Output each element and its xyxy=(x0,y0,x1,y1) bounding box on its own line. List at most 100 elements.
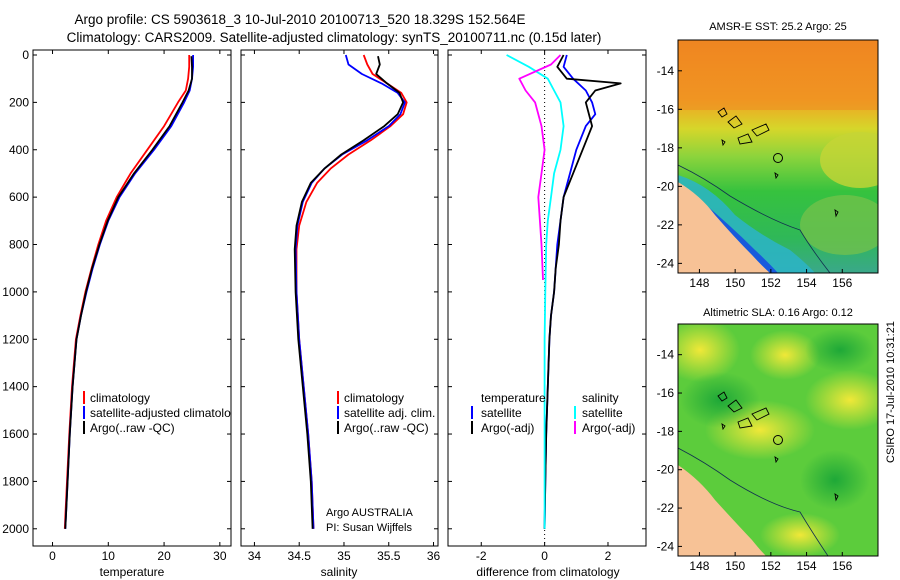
sla-low-1 xyxy=(680,372,760,428)
temperature-legend: climatology satellite-adjusted climatolo… xyxy=(83,391,243,435)
sst-map-title: AMSR-E SST: 25.2 Argo: 25 xyxy=(709,21,847,33)
figure-title-line1: Argo profile: CS 5903618_3 10-Jul-2010 2… xyxy=(74,12,525,27)
legend-label-argo: Argo(..raw -QC) xyxy=(90,421,175,435)
sla-map-frame xyxy=(677,323,879,557)
lon-tick-label: 156 xyxy=(832,276,852,290)
y-tick-label: 1600 xyxy=(2,427,29,441)
sst-coldest-water xyxy=(700,200,778,273)
legend-heading-temperature: temperature xyxy=(481,391,546,405)
sst-map-frame xyxy=(677,39,879,274)
x-tick-label: 35.5 xyxy=(377,549,401,563)
sla-map-ticks: 148 150 152 154 156 -14 -16 -18 -20 -22 -24 xyxy=(657,348,853,573)
series-line-temperature-argo-adj xyxy=(543,54,622,529)
lat-tick-label: -16 xyxy=(657,386,675,400)
lat-tick-label: -20 xyxy=(657,179,675,193)
difference-x-ticks: -2 0 2 xyxy=(476,50,612,563)
sst-map: AMSR-E SST: 25.2 Argo: 25 148 150 152 154 15… xyxy=(657,21,879,290)
lon-tick-label: 150 xyxy=(725,559,745,573)
lat-tick-label: -22 xyxy=(657,218,675,232)
salinity-xlabel: salinity xyxy=(321,565,358,579)
x-tick-label: 34 xyxy=(248,549,262,563)
sla-low-3 xyxy=(800,450,870,510)
difference-legend: temperature satellite Argo(-adj) salinit… xyxy=(471,391,635,435)
x-tick-label: 30 xyxy=(213,549,227,563)
salinity-x-ticks: 34 34.5 35 35.5 36 xyxy=(248,50,441,563)
sla-isobath xyxy=(678,447,829,556)
lon-tick-label: 148 xyxy=(689,559,709,573)
lon-tick-label: 154 xyxy=(797,559,817,573)
series-line-salinity-satellite xyxy=(506,54,565,529)
sst-cool-patch xyxy=(800,195,878,255)
series-line-salinity-argo-adj xyxy=(518,54,562,281)
sst-cold-water xyxy=(678,175,815,273)
lon-tick-label: 154 xyxy=(797,276,817,290)
salinity-panel: 34 34.5 35 35.5 36 salinity climatology sate… xyxy=(240,49,441,579)
x-tick-label: 10 xyxy=(102,549,116,563)
y-tick-label: 400 xyxy=(9,143,29,157)
difference-xlabel: difference from climatology xyxy=(476,565,619,579)
legend-heading-salinity: salinity xyxy=(582,391,619,405)
lat-tick-label: -16 xyxy=(657,102,675,116)
footer-timestamp: CSIRO 17-Jul-2010 10:31:21 xyxy=(885,321,897,463)
argo-pi-annotation: PI: Susan Wijffels xyxy=(326,522,412,534)
y-tick-label: 600 xyxy=(9,190,29,204)
lat-tick-label: -14 xyxy=(657,64,675,78)
sst-land xyxy=(678,182,770,273)
x-tick-label: 35 xyxy=(337,549,351,563)
sst-warm-band xyxy=(678,40,878,110)
y-tick-label: 1200 xyxy=(2,332,29,346)
x-tick-label: 36 xyxy=(427,549,441,563)
lon-tick-label: 148 xyxy=(689,276,709,290)
series-line-argo-raw-qc xyxy=(64,56,193,529)
sst-argo-marker xyxy=(773,153,783,163)
x-tick-label: 2 xyxy=(605,549,612,563)
salinity-axes xyxy=(240,49,439,547)
sla-land xyxy=(678,465,766,556)
temperature-lines xyxy=(63,55,195,529)
temperature-xlabel: temperature xyxy=(100,565,165,579)
x-tick-label: 0 xyxy=(541,549,548,563)
difference-axes xyxy=(447,49,647,547)
legend-label-climatology: climatology xyxy=(90,391,150,405)
lon-tick-label: 150 xyxy=(725,276,745,290)
lat-tick-label: -24 xyxy=(657,256,675,270)
legend-label-satellite: satellite-adjusted climatology xyxy=(90,406,243,420)
y-tick-label: 0 xyxy=(22,48,29,62)
legend-label-temp-argo: Argo(-adj) xyxy=(481,421,534,435)
salinity-legend: climatology satellite adj. clim. Argo(..… xyxy=(337,391,435,435)
difference-y-ticks xyxy=(448,54,646,530)
sst-reefs xyxy=(717,107,839,218)
difference-panel: -2 0 2 difference from climatology tempera… xyxy=(447,49,647,579)
legend-label-satellite: satellite adj. clim. xyxy=(344,406,435,420)
sla-high-3 xyxy=(805,370,878,430)
legend-label-argo: Argo(..raw -QC) xyxy=(344,421,429,435)
figure-title-line2: Climatology: CARS2009. Satellite-adjuste… xyxy=(67,30,602,45)
y-tick-label: 800 xyxy=(9,238,29,252)
x-tick-label: -2 xyxy=(476,549,487,563)
y-tick-label: 200 xyxy=(9,95,29,109)
x-tick-label: 34.5 xyxy=(288,549,312,563)
sla-map-image xyxy=(678,324,878,556)
argo-program-annotation: Argo AUSTRALIA xyxy=(326,507,413,519)
lat-tick-label: -18 xyxy=(657,424,675,438)
sst-map-image xyxy=(678,40,878,273)
temperature-y-ticks: 0 200 400 600 800 1000 1200 1400 1600 1800 2000 xyxy=(2,48,231,536)
sst-isobath xyxy=(678,164,831,273)
x-tick-label: 20 xyxy=(157,549,171,563)
legend-label-sal-satellite: satellite xyxy=(582,406,623,420)
sla-high-5 xyxy=(760,513,840,556)
salinity-lines xyxy=(293,54,408,529)
lat-tick-label: -22 xyxy=(657,501,675,515)
lat-tick-label: -20 xyxy=(657,463,675,477)
legend-label-clip: satellite-adjusted climatology xyxy=(90,406,243,420)
legend-label-sal-argo: Argo(-adj) xyxy=(582,421,635,435)
temperature-panel: 0 200 400 600 800 1000 1200 1400 1600 1800 2000 0 1… xyxy=(2,48,243,579)
sla-map: Altimetric SLA: 0.16 Argo: 0.12 148 150 15… xyxy=(657,307,879,573)
legend-label-temp-satellite: satellite xyxy=(481,406,522,420)
sla-reefs xyxy=(717,391,839,502)
sla-argo-marker xyxy=(773,435,783,445)
sla-high-1 xyxy=(678,324,740,382)
difference-lines xyxy=(506,54,622,529)
lon-tick-label: 152 xyxy=(761,559,781,573)
